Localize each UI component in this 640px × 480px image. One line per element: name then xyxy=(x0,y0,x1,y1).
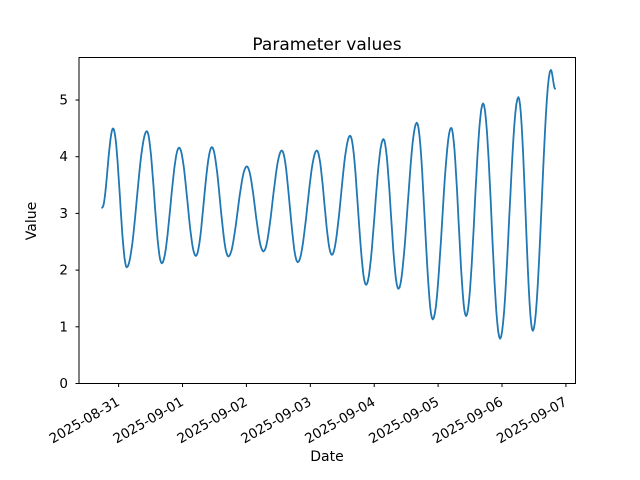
y-tick-label: 4 xyxy=(59,149,68,165)
axes-frame xyxy=(78,57,576,384)
y-tick-label: 1 xyxy=(59,319,68,335)
y-axis-ticks: 0 1 2 3 4 5 xyxy=(59,93,79,392)
y-tick-label: 2 xyxy=(59,263,68,279)
y-tick-label: 5 xyxy=(59,93,68,109)
series-line xyxy=(101,69,556,340)
y-tick-label: 0 xyxy=(59,376,68,392)
chart-title: Parameter values xyxy=(252,35,401,55)
y-tick-label: 3 xyxy=(59,206,68,222)
y-axis-label: Value xyxy=(24,202,40,240)
x-axis-label: Date xyxy=(310,449,343,465)
